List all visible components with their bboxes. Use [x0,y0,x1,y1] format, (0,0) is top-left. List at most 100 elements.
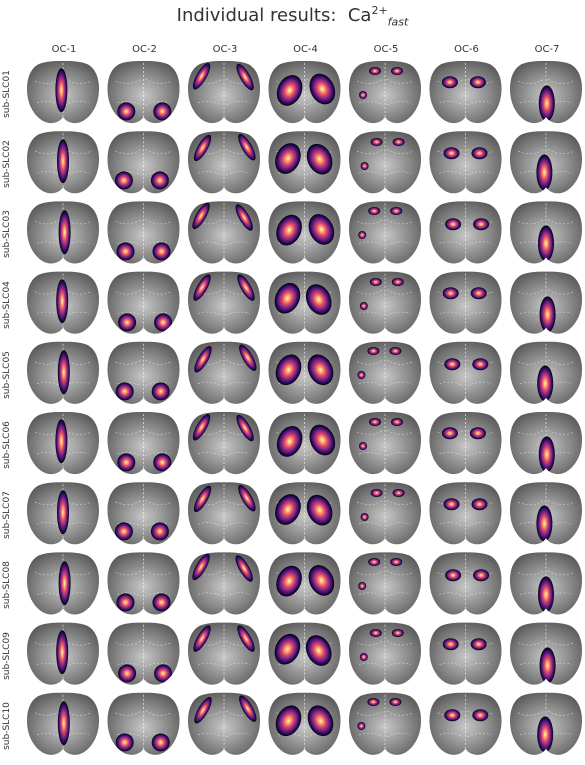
region-borders [356,429,414,457]
activation-map [114,171,169,190]
activation-blob [114,171,133,190]
brain-map [27,692,99,755]
activation-map [274,282,332,315]
activation-map [441,427,486,440]
activation-blob [306,494,333,526]
region-borders [356,570,414,597]
brain-map [510,271,582,334]
activation-blob [360,162,369,170]
activation-blob [444,358,461,371]
brain-map [188,692,260,755]
activation-map [538,576,554,613]
activation-map [537,716,554,753]
brain-map [268,61,341,124]
activation-blob [470,638,487,651]
region-borders [517,78,575,106]
activation-map [117,102,172,121]
brain-map [268,201,341,264]
activation-map [276,565,335,597]
activation-map [58,561,71,606]
activation-blob [391,629,404,637]
activation-map [537,365,554,402]
activation-blob [192,202,210,230]
activation-map [116,593,171,612]
activation-map [276,214,335,246]
activation-blob [114,522,133,541]
activation-map [275,705,334,737]
region-borders [115,570,172,597]
activation-blob [192,553,210,581]
region-borders [195,359,253,387]
column-label: OC-3 [212,44,238,55]
activation-blob [193,625,211,652]
activation-blob [276,75,303,106]
activation-blob [389,698,402,706]
activation-blob [358,582,367,590]
brain-map [27,61,99,124]
brain-map [188,552,260,615]
brain-map [429,61,502,124]
brain-map [510,552,582,615]
activation-blob [115,382,134,401]
activation-map [358,207,403,239]
activation-blob [154,664,173,683]
activation-blob [390,207,403,215]
column-label: OC-6 [454,44,479,55]
brain-map [27,341,99,404]
brain-map [349,412,421,475]
brain-map [510,692,582,755]
region-borders [34,640,92,667]
activation-map [193,625,255,652]
activation-map [276,73,336,106]
activation-blob [193,485,212,513]
activation-blob [537,716,554,753]
activation-blob [441,427,458,440]
activation-blob [56,279,69,324]
activation-blob [369,418,381,426]
region-borders [195,78,253,106]
region-borders [34,710,92,738]
activation-blob [391,278,404,286]
activation-blob [538,85,555,122]
activation-blob [57,701,70,746]
title-subscript: fast [387,15,409,29]
activation-blob [192,63,211,90]
activation-blob [236,63,254,91]
activation-blob [369,278,382,286]
activation-blob [57,139,69,184]
activation-blob [309,73,336,105]
brain-map [429,482,502,545]
region-borders [34,78,92,106]
brain-map [349,482,421,545]
brain-map [27,412,99,475]
region-borders [517,710,575,738]
activation-blob [539,296,556,333]
activation-blob [445,218,462,231]
activation-map [360,138,405,170]
activation-map [443,498,488,511]
brain-map [27,201,99,264]
activation-map [192,414,254,442]
activation-map [538,436,555,473]
activation-blob [442,638,459,651]
activation-blob [276,565,302,597]
activation-blob [150,171,169,190]
activation-blob [193,274,211,301]
activation-map [536,154,553,191]
activation-blob [275,705,302,737]
activation-blob [154,313,173,332]
activation-map [538,85,555,122]
activation-blob [359,442,367,450]
activation-blob [472,358,489,371]
activation-map [359,418,403,450]
brain-map [429,692,502,755]
region-borders [34,219,92,246]
brain-map [268,271,341,334]
activation-map [539,296,556,333]
brain-map [349,61,421,124]
activation-blob [276,214,302,246]
brain-map [510,341,582,404]
activation-map [274,633,332,666]
activation-map [57,701,70,746]
activation-map [445,218,490,231]
